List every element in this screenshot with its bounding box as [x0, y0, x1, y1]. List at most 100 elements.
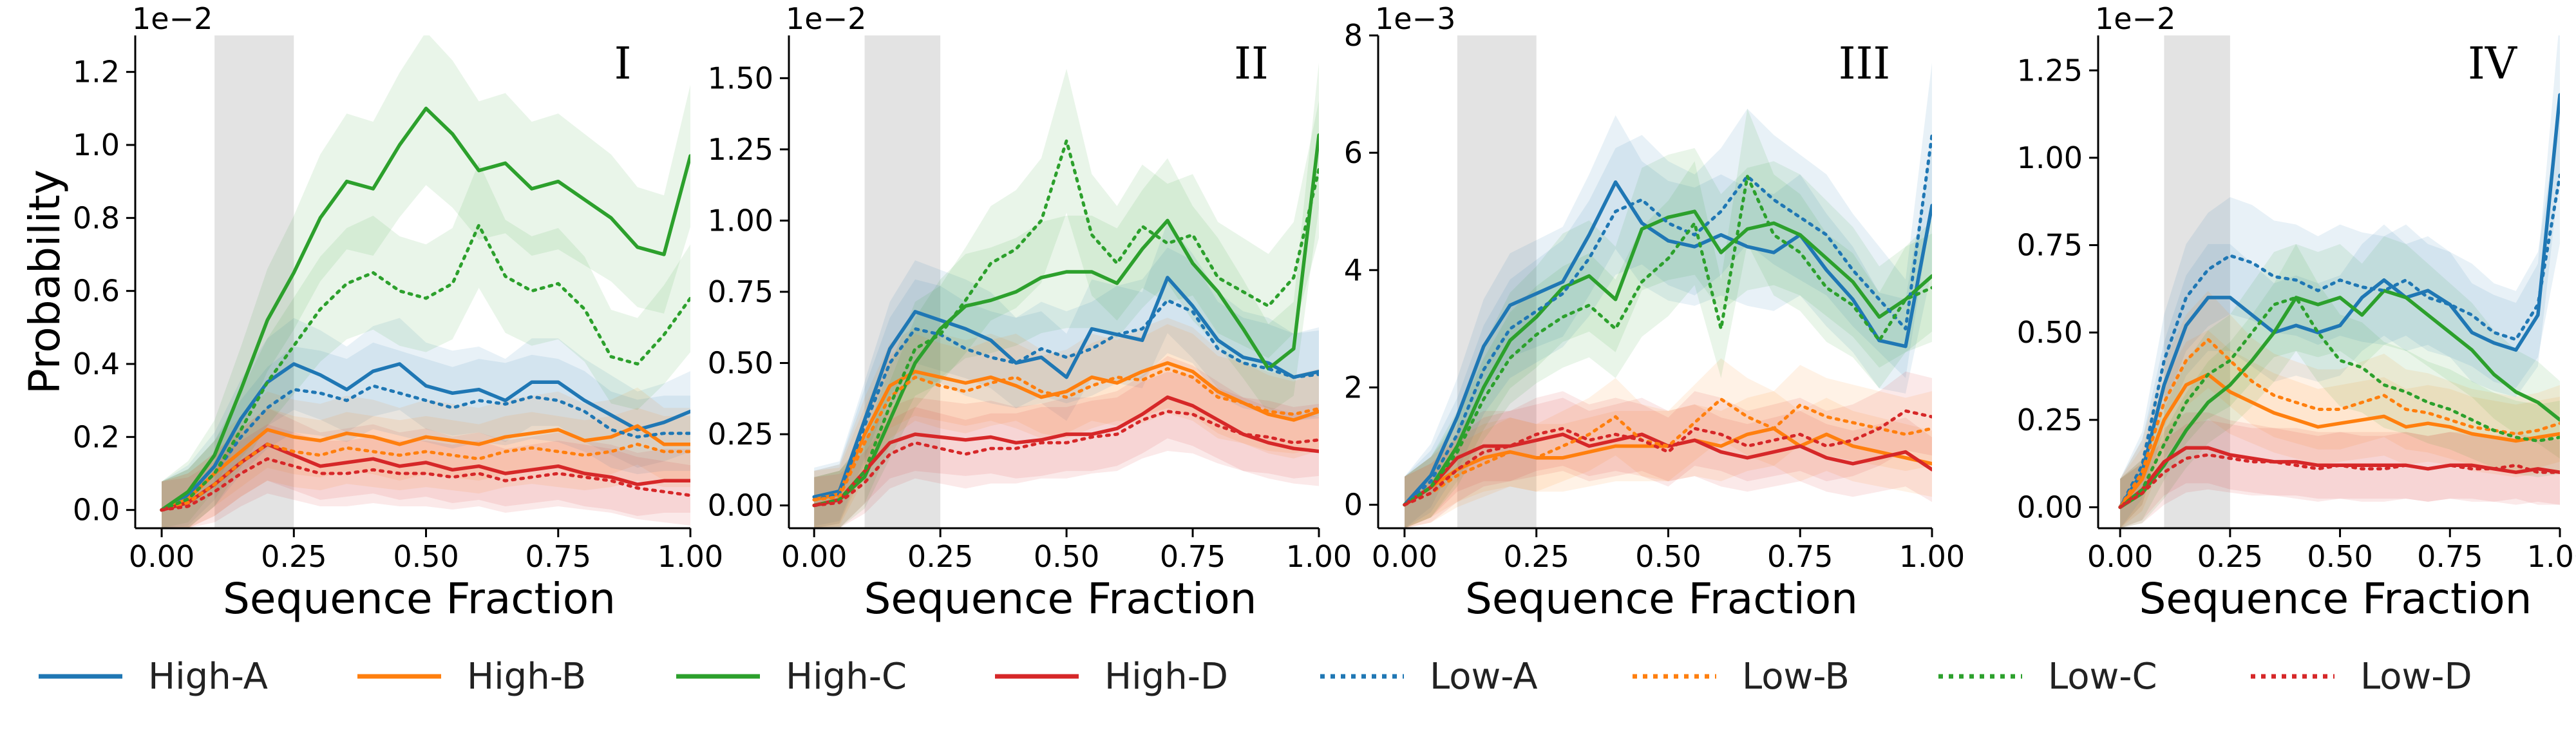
x-axis-label: Sequence Fraction	[223, 574, 616, 624]
y-tick-label: 0.00	[2017, 490, 2083, 524]
series-line-high-c	[812, 133, 1319, 508]
y-tick-label: 0.0	[73, 493, 120, 528]
legend-swatch-high-c	[676, 674, 760, 679]
legend-label-high-d: High-D	[1104, 655, 1229, 698]
x-tick-label: 0.00	[2087, 539, 2153, 574]
x-tick-label: 0.75	[1160, 539, 1226, 574]
x-tick-label: 0.75	[526, 539, 591, 574]
series-line-low-a	[1403, 133, 1932, 507]
band-low-c	[1405, 108, 1932, 528]
series-line-high-a	[160, 362, 690, 512]
band-low-d	[1405, 371, 1932, 528]
x-tick-label: 1.00	[2527, 539, 2576, 574]
band-low-c	[2120, 243, 2560, 528]
series-line-low-b	[160, 443, 690, 512]
y-tick-label: 1.25	[708, 132, 773, 167]
series-line-low-a	[2118, 173, 2560, 509]
band-high-b	[2120, 330, 2560, 528]
band-low-a	[814, 247, 1319, 528]
series-line-high-a	[812, 276, 1319, 499]
legend: High-A High-B High-C High-D Low-A Low-B …	[0, 638, 2576, 715]
legend-swatch-low-a	[1320, 674, 1404, 679]
y-tick-label: 0.8	[73, 200, 120, 235]
y-tick-label: 0.50	[2017, 315, 2083, 350]
legend-item-low-d: Low-D	[2251, 638, 2472, 715]
band-low-b	[814, 324, 1319, 528]
legend-item-low-b: Low-B	[1633, 638, 1850, 715]
band-low-a	[1405, 62, 1932, 528]
legend-item-high-c: High-C	[676, 638, 907, 715]
legend-label-low-a: Low-A	[1430, 655, 1538, 698]
scale-label: 1e−2	[2095, 1, 2175, 36]
y-tick-label: 0.6	[73, 274, 120, 309]
legend-swatch-high-a	[39, 674, 122, 679]
series-line-low-c	[160, 224, 690, 512]
band-low-c	[162, 162, 690, 528]
x-axis-label: Sequence Fraction	[864, 574, 1257, 624]
panel-iii: 0.00 0.25 0.50 0.75 1.00 0 2 4 6 8 1e−3 III Sequence…	[1344, 1, 1965, 624]
x-tick-label: 0.25	[2197, 539, 2263, 574]
y-tick-label: 0.50	[708, 346, 773, 381]
series-line-high-b	[812, 361, 1319, 502]
y-tick-label: 1.00	[2017, 140, 2083, 175]
y-tick-label: 0.25	[2017, 403, 2083, 437]
band-high-a	[162, 318, 690, 528]
x-tick-label: 0.50	[2307, 539, 2372, 574]
x-tick-label: 0.25	[907, 539, 973, 574]
y-axis-label: Probability	[20, 169, 70, 394]
series-line-low-c	[2118, 296, 2560, 509]
y-tick-label: 0.4	[73, 347, 120, 381]
x-tick-label: 0.25	[261, 539, 327, 574]
panel-label: III	[1839, 39, 1891, 90]
series-line-high-c	[1403, 209, 1932, 507]
panel-label: IV	[2468, 39, 2518, 90]
series-line-low-a	[160, 384, 690, 512]
band-low-a	[2120, 107, 2560, 528]
legend-item-low-a: Low-A	[1320, 638, 1538, 715]
series-line-high-a	[1403, 180, 1932, 507]
y-tick-label: 1.0	[73, 128, 120, 162]
y-tick-label: 0.00	[708, 488, 773, 523]
series-line-high-c	[2118, 289, 2560, 510]
plot-area	[1403, 62, 1932, 528]
y-tick-label: 6	[1344, 135, 1363, 170]
x-tick-label: 0.75	[1767, 539, 1833, 574]
x-tick-label: 0.00	[129, 539, 194, 574]
band-low-b	[1405, 358, 1932, 528]
x-tick-label: 1.00	[1286, 539, 1352, 574]
legend-swatch-low-d	[2251, 674, 2334, 679]
legend-label-low-c: Low-C	[2048, 655, 2157, 698]
legend-item-high-d: High-D	[995, 638, 1228, 715]
x-tick-label: 0.25	[1504, 539, 1569, 574]
y-tick-label: 0.75	[708, 274, 773, 309]
y-tick-label: 1.00	[708, 203, 773, 238]
y-tick-label: 0	[1344, 488, 1363, 522]
legend-swatch-high-d	[995, 674, 1079, 679]
x-tick-label: 0.50	[1635, 539, 1701, 574]
y-tick-label: 2	[1344, 370, 1363, 405]
band-high-a	[1405, 115, 1932, 528]
panel-iv: 0.00 0.25 0.50 0.75 1.00 0.00 0.25 0.50 0.75 1.00…	[2017, 1, 2576, 624]
series-line-low-b	[1403, 397, 1932, 507]
y-tick-label: 1.50	[708, 61, 773, 95]
shaded-region	[214, 35, 294, 528]
x-tick-label: 0.75	[2417, 539, 2483, 574]
x-tick-label: 0.50	[393, 539, 459, 574]
scale-label: 1e−3	[1375, 1, 1455, 36]
band-low-d	[814, 372, 1319, 528]
legend-swatch-low-c	[1938, 674, 2022, 679]
plot-area	[812, 62, 1319, 528]
x-tick-label: 1.00	[658, 539, 723, 574]
series-line-low-c	[812, 139, 1319, 508]
y-tick-label: 0.75	[2017, 228, 2083, 263]
band-low-d	[2120, 420, 2560, 528]
band-high-c	[1405, 148, 1932, 528]
x-tick-label: 0.50	[1034, 539, 1099, 574]
series-line-high-c	[160, 106, 690, 512]
series-line-low-b	[812, 367, 1319, 502]
band-high-c	[2120, 236, 2560, 528]
legend-label-high-a: High-A	[148, 655, 268, 698]
legend-swatch-high-b	[357, 674, 441, 679]
legend-item-low-c: Low-C	[1938, 638, 2157, 715]
